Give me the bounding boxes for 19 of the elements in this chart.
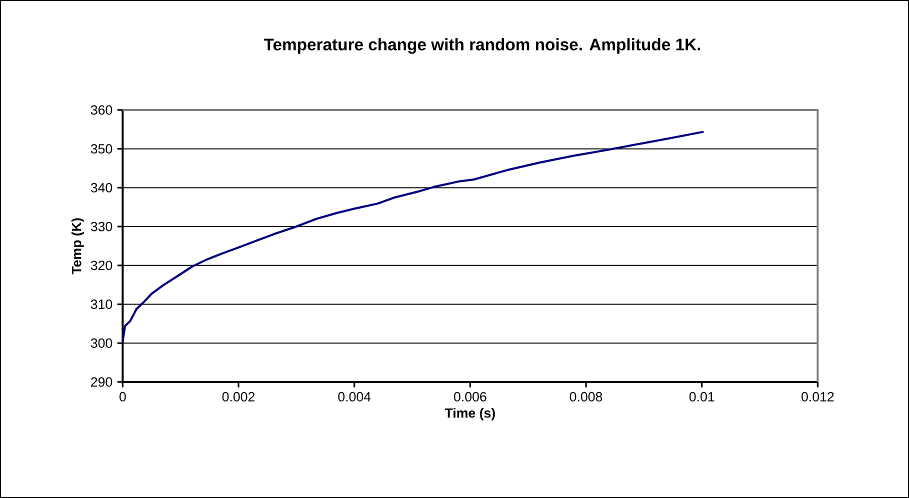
y-axis-title: Temp (K) — [71, 218, 84, 274]
y-tick-label: 330 — [90, 222, 112, 232]
x-tick-label: 0.01 — [689, 392, 714, 402]
y-tick-label: 320 — [90, 260, 112, 270]
y-tick-label: 300 — [90, 338, 112, 348]
chart-title: Temperature change with random noise. Amplitude 1K. — [264, 38, 700, 54]
y-tick-label: 310 — [90, 300, 112, 309]
x-tick-label: 0.004 — [338, 392, 371, 402]
x-tick-label: 0.002 — [222, 392, 255, 402]
x-tick-label: 0.012 — [802, 392, 834, 402]
y-tick-label: 350 — [90, 144, 112, 154]
y-tick-label: 290 — [91, 377, 112, 387]
y-tick-label: 340 — [90, 182, 112, 192]
y-tick-label: 360 — [90, 105, 112, 115]
x-tick-label: 0.006 — [454, 392, 486, 402]
line-series — [122, 130, 705, 343]
x-axis-title: Time (s) — [444, 408, 495, 420]
x-tick-label: 0.008 — [570, 392, 602, 402]
x-tick-label: 0 — [119, 392, 126, 402]
